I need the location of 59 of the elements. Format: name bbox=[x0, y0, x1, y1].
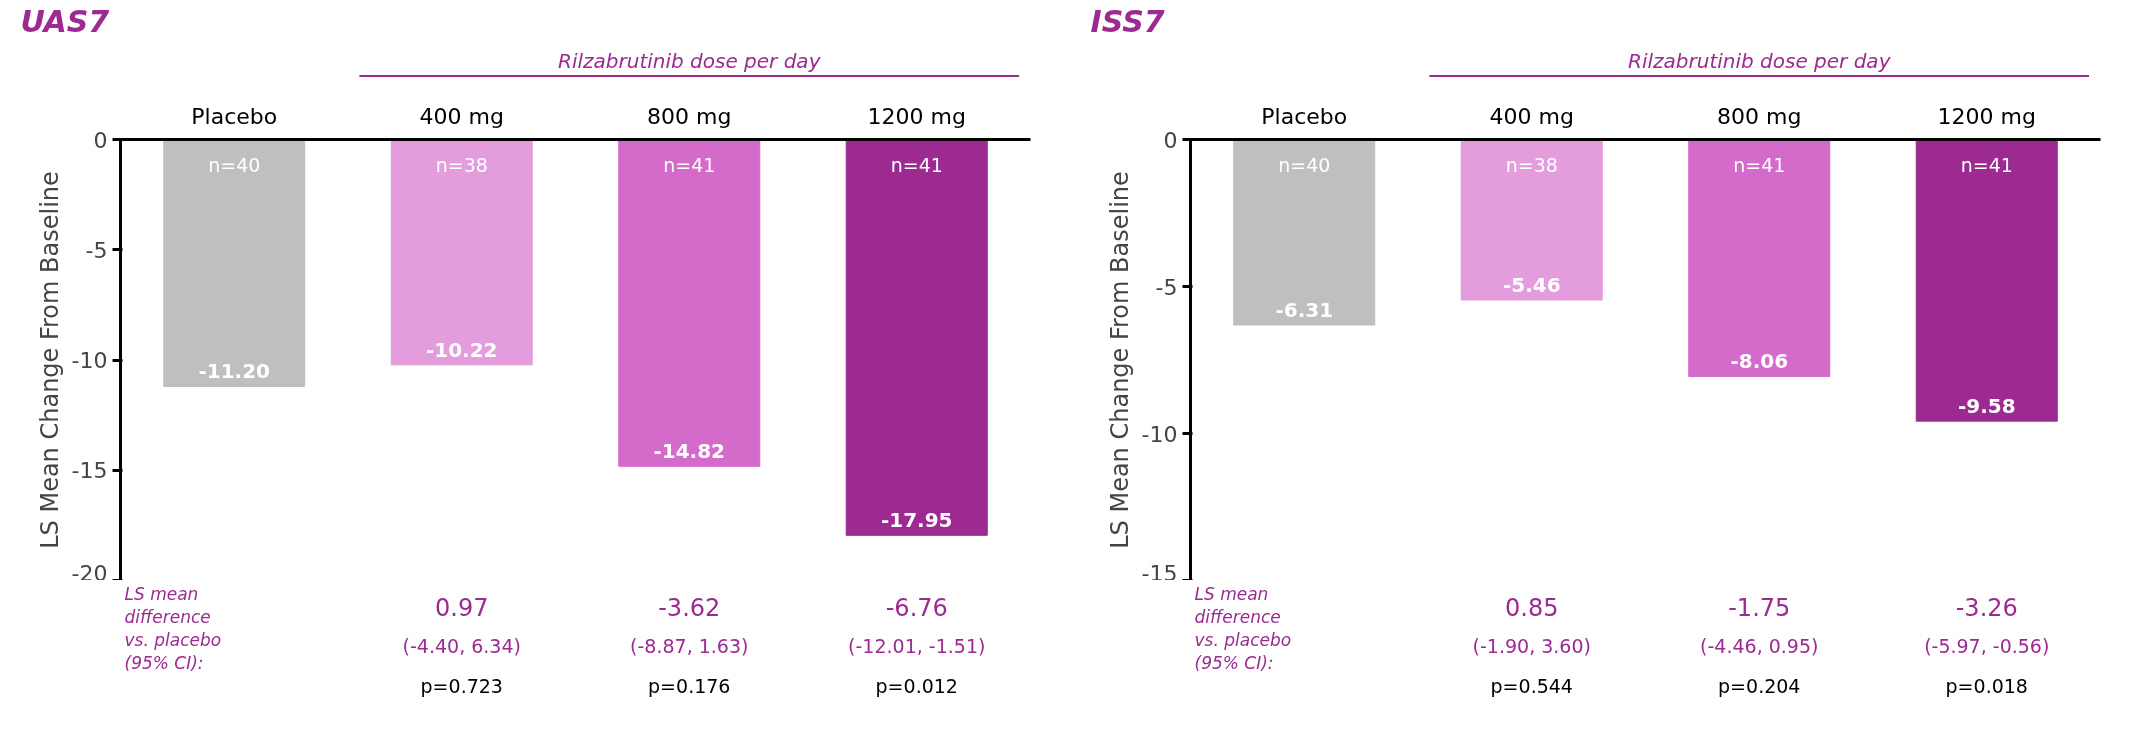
text: p=0.544 bbox=[1490, 674, 1573, 697]
text: LS mean difference vs. placebo (95% CI): bbox=[1194, 584, 1292, 674]
y-tick-label: 0 bbox=[93, 127, 108, 153]
x-tick-label: 1200 mg bbox=[1937, 103, 2036, 129]
text: 0.85 bbox=[1505, 593, 1559, 622]
y-axis-title: LS Mean Change From Baseline bbox=[35, 171, 64, 549]
y-tick-label: -15 bbox=[71, 458, 108, 484]
y-tick-label: -5 bbox=[85, 237, 108, 263]
text: 0.97 bbox=[435, 593, 489, 622]
data-label: -11.20 bbox=[198, 359, 271, 384]
x-tick-label: Placebo bbox=[191, 103, 278, 129]
x-tick-label: 800 mg bbox=[1717, 103, 1802, 129]
text: (-5.97, -0.56) bbox=[1924, 635, 2050, 658]
data-label: -9.58 bbox=[1957, 394, 2016, 419]
text: -3.62 bbox=[658, 593, 721, 622]
text: Rilzabrutinib dose per day bbox=[1628, 49, 1892, 74]
text: p=0.018 bbox=[1945, 674, 2028, 697]
text: p=0.723 bbox=[420, 674, 503, 697]
text: -1.75 bbox=[1728, 593, 1791, 622]
data-label: -6.31 bbox=[1275, 298, 1334, 323]
text: (-12.01, -1.51) bbox=[848, 635, 986, 658]
y-tick-label: -10 bbox=[71, 348, 108, 373]
x-tick-label: 800 mg bbox=[647, 103, 732, 129]
text: (-8.87, 1.63) bbox=[630, 635, 749, 658]
y-tick-label: 0 bbox=[1163, 127, 1178, 153]
text: p=0.176 bbox=[648, 674, 731, 697]
annotation: n=40 bbox=[208, 153, 261, 176]
y-tick-label: -10 bbox=[1141, 421, 1178, 447]
chart-title: ISS7 bbox=[1090, 3, 1165, 39]
annotation: n=41 bbox=[890, 153, 943, 176]
text: p=0.204 bbox=[1718, 674, 1801, 697]
text: (-1.90, 3.60) bbox=[1472, 635, 1591, 658]
data-label: -14.82 bbox=[653, 439, 726, 464]
annotation: n=41 bbox=[663, 153, 716, 176]
annotation: n=38 bbox=[435, 153, 488, 176]
chart-title: UAS7 bbox=[20, 3, 110, 39]
x-tick-label: 1200 mg bbox=[867, 103, 966, 129]
x-tick-label: 400 mg bbox=[419, 103, 504, 129]
annotation: n=38 bbox=[1505, 153, 1558, 176]
data-label: -5.46 bbox=[1502, 273, 1561, 298]
x-tick-label: Placebo bbox=[1261, 103, 1348, 129]
text: Rilzabrutinib dose per day bbox=[558, 49, 822, 74]
data-label: -8.06 bbox=[1730, 349, 1789, 374]
annotation: n=40 bbox=[1278, 153, 1331, 176]
text: p=0.012 bbox=[875, 674, 958, 697]
y-axis-title: LS Mean Change From Baseline bbox=[1105, 171, 1134, 549]
annotation: n=41 bbox=[1960, 153, 2013, 176]
text: (-4.46, 0.95) bbox=[1700, 635, 1819, 658]
text: -6.76 bbox=[885, 593, 948, 622]
annotation: n=41 bbox=[1733, 153, 1786, 176]
x-tick-label: 400 mg bbox=[1489, 103, 1574, 129]
y-tick-label: -20 bbox=[71, 560, 108, 586]
data-label: -10.22 bbox=[425, 337, 498, 362]
text: LS mean difference vs. placebo (95% CI): bbox=[124, 584, 222, 674]
y-tick-label: -5 bbox=[1155, 274, 1178, 300]
data-label: -17.95 bbox=[880, 508, 953, 533]
text: -3.26 bbox=[1955, 593, 2018, 622]
y-tick-label: -15 bbox=[1141, 560, 1178, 586]
text: (-4.40, 6.34) bbox=[402, 635, 521, 658]
